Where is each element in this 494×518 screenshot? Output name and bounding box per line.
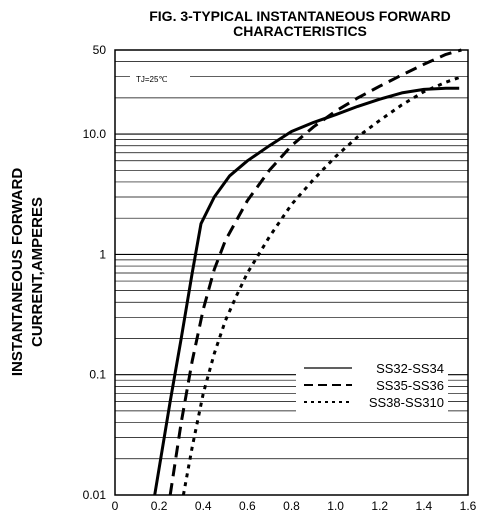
legend-label: SS38-SS310: [369, 395, 444, 410]
y-tick-label: 0.1: [89, 368, 106, 382]
x-tick-label: 0.4: [195, 499, 212, 513]
y-tick-label: 50: [93, 43, 107, 57]
legend: SS32-SS34 SS35-SS36 SS38-SS310: [296, 356, 448, 412]
x-tick-label: 0.6: [239, 499, 256, 513]
plot-frame: [114, 49, 469, 496]
temperature-annotation: TJ=25℃: [130, 72, 190, 85]
annotation-box: [130, 72, 190, 85]
series-line-ss35-ss36: [168, 48, 462, 496]
x-tick-label: 0: [112, 499, 119, 513]
series-line-ss32-ss34: [153, 86, 460, 496]
x-tick-label: 1.4: [416, 499, 433, 513]
chart-title-line-1: FIG. 3-TYPICAL INSTANTANEOUS FORWARD: [149, 8, 451, 24]
y-tick-label: 1: [99, 247, 106, 261]
legend-label: SS32-SS34: [376, 361, 444, 376]
chart-title-line-2: CHARACTERISTICS: [233, 23, 367, 39]
series-lines: [153, 48, 462, 496]
y-tick-label: 0.01: [83, 488, 107, 502]
x-tick-label: 0.2: [151, 499, 168, 513]
x-tick-label: 1.0: [327, 499, 344, 513]
y-axis-label-line-1: INSTANTANEOUS FORWARD: [9, 168, 26, 376]
y-tick-label: 10.0: [83, 127, 107, 141]
y-tick-labels: 0.01 0.1 1 10.0 50: [83, 43, 107, 502]
series-line-ss38-ss310: [181, 75, 462, 496]
y-axis-label-line-2: CURRENT,AMPERES: [29, 197, 46, 347]
legend-label: SS35-SS36: [376, 378, 444, 393]
grid-lines: [115, 61, 468, 460]
x-tick-label: 1.2: [371, 499, 388, 513]
x-tick-label: 0.8: [283, 499, 300, 513]
x-tick-label: 1.6: [460, 499, 477, 513]
annotation-text: TJ=25℃: [136, 75, 167, 84]
x-tick-labels: 0 0.2 0.4 0.6 0.8 1.0 1.2 1.4 1.6: [112, 499, 477, 513]
